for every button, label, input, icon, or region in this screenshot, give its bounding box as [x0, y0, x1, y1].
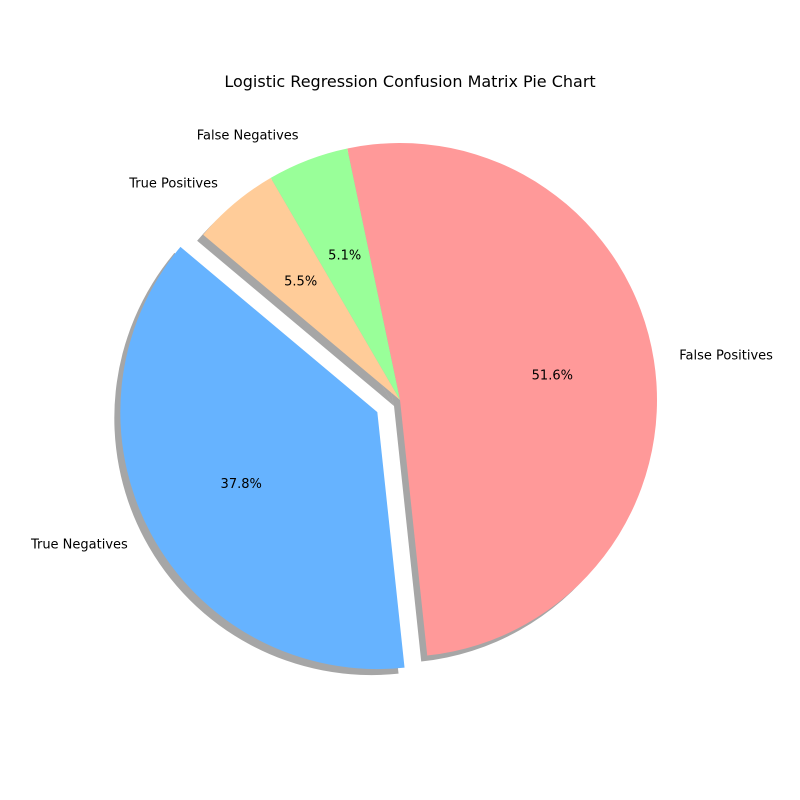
slice-pct-true-negatives: 37.8%: [221, 477, 262, 492]
slice-label-true-negatives: True Negatives: [30, 537, 128, 552]
slice-true-negatives: [120, 246, 405, 670]
slice-false-negatives: [270, 148, 400, 400]
slice-label-false-negatives: False Negatives: [197, 129, 299, 144]
label-layer: True Negatives 37.8% False Positives 51.6% F…: [30, 129, 773, 553]
chart-title: Logistic Regression Confusion Matrix Pie…: [224, 72, 596, 91]
slice-label-true-positives: True Positives: [128, 176, 218, 191]
slice-pct-true-positives: 5.5%: [284, 275, 317, 290]
slice-pct-false-negatives: 5.1%: [328, 249, 361, 264]
slice-pct-false-positives: 51.6%: [532, 368, 573, 383]
slice-false-positives: [347, 143, 657, 656]
slice-label-false-positives: False Positives: [679, 348, 773, 363]
slice-true-positives: [203, 177, 400, 400]
slice-layer: [120, 143, 657, 670]
